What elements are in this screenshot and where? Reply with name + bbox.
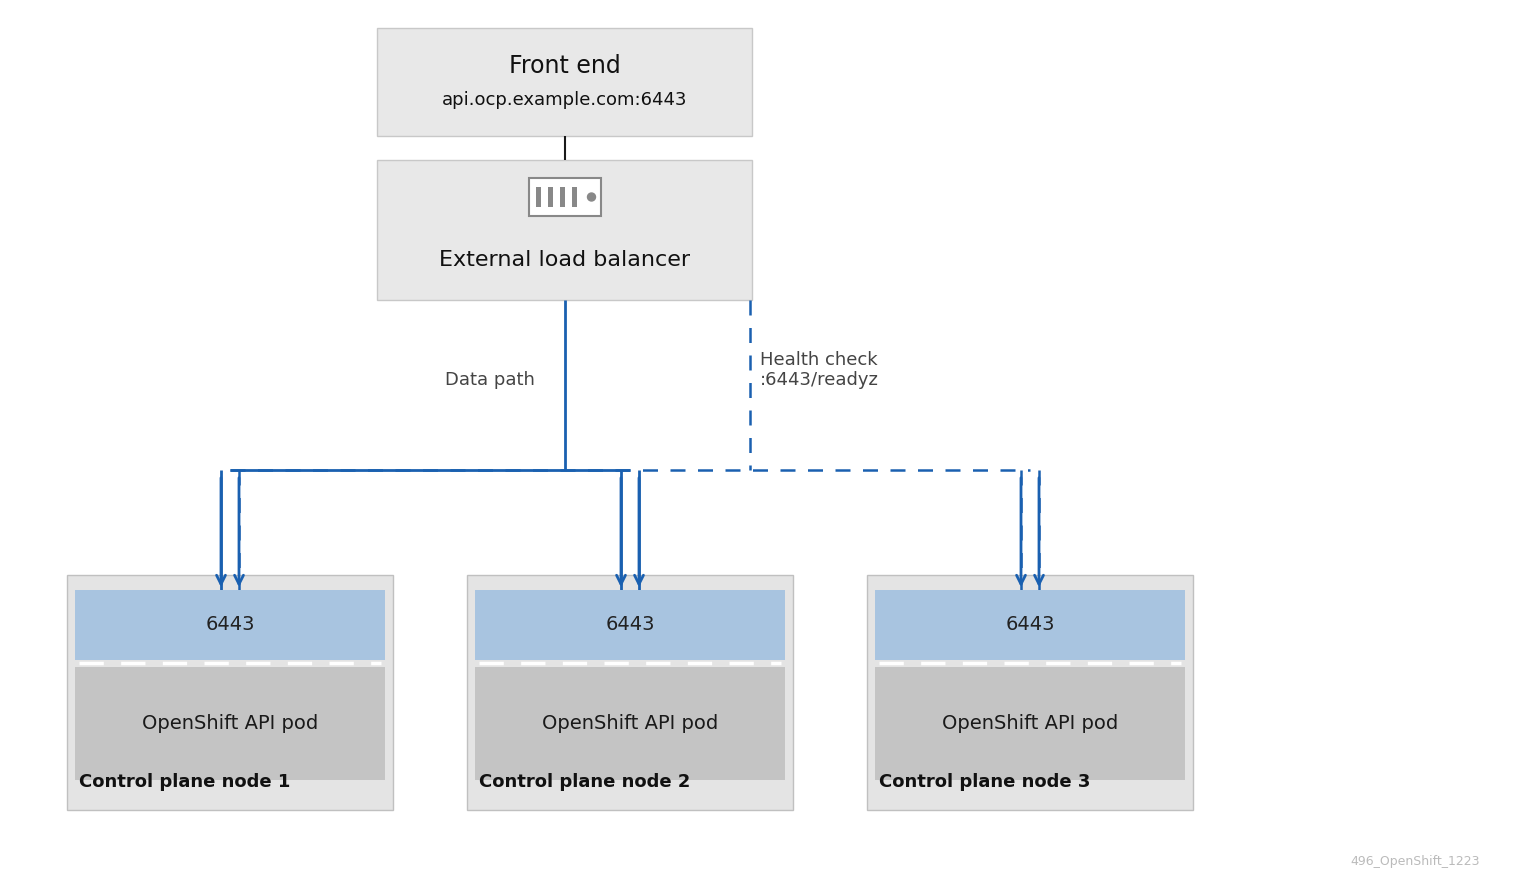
Text: OpenShift API pod: OpenShift API pod [141, 714, 318, 733]
Text: OpenShift API pod: OpenShift API pod [942, 714, 1119, 733]
Bar [474, 590, 784, 660]
Text: api.ocp.example.com:6443: api.ocp.example.com:6443 [442, 91, 687, 109]
Bar [876, 590, 1186, 660]
Bar [547, 187, 552, 207]
Text: 6443: 6443 [205, 616, 255, 634]
Bar [474, 667, 784, 780]
Text: Control plane node 3: Control plane node 3 [879, 773, 1090, 791]
Text: 6443: 6443 [1005, 616, 1055, 634]
Text: OpenShift API pod: OpenShift API pod [541, 714, 717, 733]
Bar [74, 667, 385, 780]
Text: External load balancer: External load balancer [439, 250, 690, 270]
Circle shape [588, 193, 596, 201]
Bar [67, 575, 394, 810]
Bar [866, 575, 1193, 810]
Bar [529, 178, 600, 216]
Bar [876, 667, 1186, 780]
Bar [74, 590, 385, 660]
Bar [467, 575, 793, 810]
Bar [377, 160, 752, 300]
Bar [377, 28, 752, 136]
Text: Front end: Front end [509, 54, 620, 78]
Bar [559, 187, 564, 207]
Text: Control plane node 1: Control plane node 1 [79, 773, 290, 791]
Text: Data path: Data path [444, 371, 535, 389]
Text: Control plane node 2: Control plane node 2 [479, 773, 690, 791]
Text: 6443: 6443 [605, 616, 655, 634]
Bar [535, 187, 541, 207]
Text: Health check
:6443/readyz: Health check :6443/readyz [760, 350, 879, 389]
Bar [572, 187, 576, 207]
Text: 496_OpenShift_1223: 496_OpenShift_1223 [1350, 855, 1480, 869]
